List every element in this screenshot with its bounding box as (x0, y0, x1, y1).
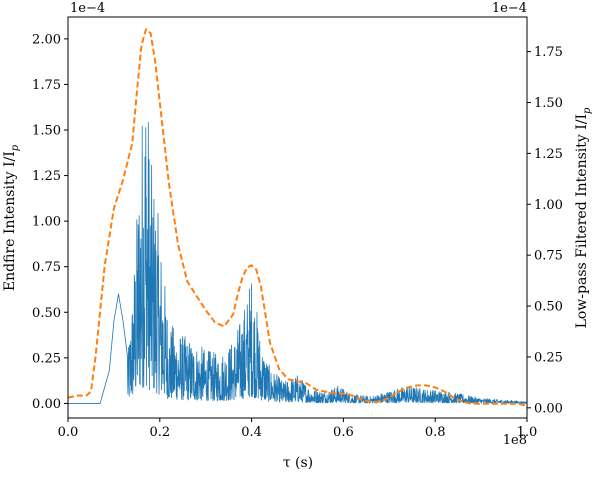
y-right-tick-label: 1.50 (534, 96, 563, 111)
y-left-axis-label: Endfire Intensity I/Ip (2, 144, 21, 291)
x-axis-ticks: 0.0 0.2 0.4 0.6 0.8 1.0 (58, 418, 538, 440)
x-axis-label: τ (s) (283, 455, 313, 471)
y-left-tick-label: 0.75 (32, 260, 61, 275)
y-right-offset-label: 1e−4 (492, 1, 527, 16)
plot-frame (67, 16, 528, 419)
y-left-tick-label: 0.25 (32, 351, 61, 366)
y-right-tick-label: 1.25 (534, 147, 563, 162)
x-tick-label: 0.0 (58, 425, 79, 440)
y-right-tick-label: 0.75 (534, 249, 563, 264)
x-tick-label: 0.8 (425, 425, 446, 440)
x-tick-label: 0.6 (333, 425, 354, 440)
y-right-tick-label: 1.00 (534, 198, 563, 213)
y-left-tick-label: 2.00 (32, 32, 61, 47)
x-tick-label: 0.4 (241, 425, 262, 440)
y-left-tick-label: 1.50 (32, 124, 61, 139)
low-pass-filtered-series (67, 28, 528, 407)
y-right-axis-label: Low-pass Filtered Intensity I/Ip (574, 107, 593, 328)
y-left-tick-label: 1.75 (32, 78, 61, 93)
x-offset-label: 1e8 (503, 433, 527, 448)
y-right-tick-label: 1.75 (534, 45, 563, 60)
y-right-tick-label: 0.25 (534, 350, 563, 365)
y-left-tick-label: 0.00 (32, 397, 61, 412)
y-right-axis-ticks: 0.00 0.25 0.50 0.75 1.00 1.25 1.50 1.75 (527, 45, 563, 416)
y-left-axis-label-subscript: p (10, 144, 21, 151)
x-tick-label: 0.2 (149, 425, 170, 440)
endfire-intensity-series (67, 122, 528, 404)
y-left-axis-ticks: 0.00 0.25 0.50 0.75 1.00 1.25 1.50 1.75 2.00 (32, 32, 68, 412)
y-left-offset-label: 1e−4 (70, 1, 105, 16)
y-right-tick-label: 0.50 (534, 300, 563, 315)
y-right-tick-label: 0.00 (534, 401, 563, 416)
y-left-tick-label: 0.50 (32, 306, 61, 321)
series-layer (67, 28, 528, 407)
y-left-tick-label: 1.00 (32, 215, 61, 230)
y-right-axis-label-subscript: p (582, 107, 593, 114)
y-left-tick-label: 1.25 (32, 169, 61, 184)
x-tick-label: 1.0 (517, 425, 538, 440)
